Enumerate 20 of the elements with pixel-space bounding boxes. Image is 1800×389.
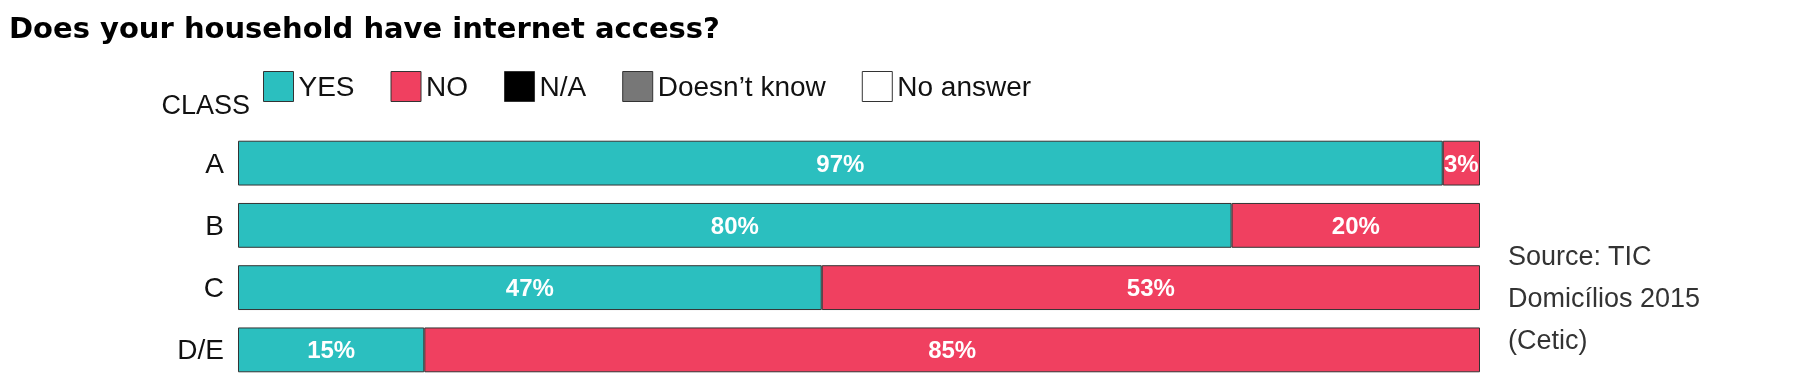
legend-label: No answer <box>897 71 1032 102</box>
legend-label: Doesn’t know <box>657 71 827 102</box>
y-tick-label: C <box>203 272 224 304</box>
data-label: 97% <box>816 149 865 177</box>
data-label: 3% <box>1444 149 1479 177</box>
chart-title: Does your household have internet access? <box>9 10 720 45</box>
legend-label: NO <box>426 71 469 102</box>
data-label: 53% <box>1126 274 1175 302</box>
y-tick-label: B <box>205 209 224 241</box>
data-label: 20% <box>1331 211 1380 239</box>
data-label: 85% <box>928 336 977 364</box>
legend-label: N/A <box>539 71 587 102</box>
legend-label: YES <box>298 71 355 102</box>
y-tick-label: A <box>205 147 225 179</box>
data-label: 47% <box>505 274 554 302</box>
data-label: 15% <box>307 336 356 364</box>
source-note: Source: TIC Domicílios 2015 (Cetic) <box>1508 240 1702 357</box>
y-axis-title: CLASS <box>161 89 250 120</box>
y-tick-label: D/E <box>177 334 224 366</box>
data-label: 80% <box>710 211 759 239</box>
